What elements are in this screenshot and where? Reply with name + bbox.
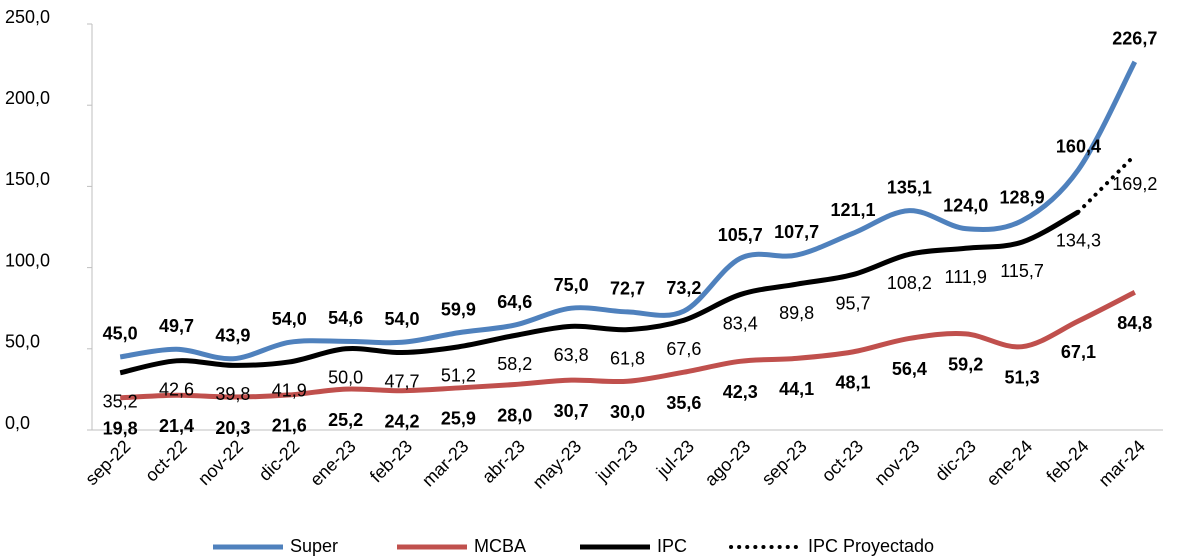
data-label: 67,1 bbox=[1061, 342, 1096, 362]
data-label: 73,2 bbox=[666, 278, 701, 298]
x-tick-label: jul-23 bbox=[652, 436, 698, 482]
legend-label: IPC bbox=[657, 536, 687, 556]
data-label: 134,3 bbox=[1056, 231, 1101, 251]
x-tick-label: mar-23 bbox=[418, 436, 472, 490]
x-tick-label: feb-23 bbox=[366, 436, 416, 486]
data-label: 95,7 bbox=[835, 293, 870, 313]
data-label: 42,3 bbox=[723, 382, 758, 402]
data-label: 24,2 bbox=[385, 411, 420, 431]
data-label: 44,1 bbox=[779, 379, 814, 399]
data-label: 59,9 bbox=[441, 299, 476, 319]
data-label: 19,8 bbox=[103, 419, 138, 439]
data-label: 39,8 bbox=[215, 384, 250, 404]
data-label: 30,0 bbox=[610, 402, 645, 422]
series-line bbox=[1076, 153, 1137, 214]
data-label: 21,4 bbox=[159, 416, 194, 436]
data-label: 108,2 bbox=[887, 273, 932, 293]
data-label: 54,0 bbox=[385, 309, 420, 329]
data-label: 51,3 bbox=[1005, 367, 1040, 387]
data-label: 47,7 bbox=[385, 371, 420, 391]
data-label: 28,0 bbox=[497, 405, 532, 425]
y-tick-label: 100,0 bbox=[5, 250, 50, 270]
x-tick-label: nov-22 bbox=[194, 436, 247, 489]
data-label: 54,0 bbox=[272, 309, 307, 329]
x-tick-label: oct-22 bbox=[141, 436, 191, 486]
x-tick-label: dic-22 bbox=[255, 436, 304, 485]
y-tick-label: 50,0 bbox=[5, 332, 40, 352]
data-label: 21,6 bbox=[272, 416, 307, 436]
x-tick-label: mar-24 bbox=[1095, 436, 1149, 490]
y-tick-label: 200,0 bbox=[5, 88, 50, 108]
data-label: 121,1 bbox=[830, 200, 875, 220]
series-line bbox=[119, 209, 1080, 376]
series-line bbox=[120, 290, 1136, 401]
data-label: 67,6 bbox=[666, 339, 701, 359]
legend-label: IPC Proyectado bbox=[808, 536, 934, 556]
data-label: 25,2 bbox=[328, 410, 363, 430]
data-label: 63,8 bbox=[554, 345, 589, 365]
y-tick-label: 0,0 bbox=[5, 413, 30, 433]
data-label: 45,0 bbox=[103, 324, 138, 344]
x-tick-label: may-23 bbox=[529, 436, 586, 493]
x-tick-label: dic-23 bbox=[931, 436, 980, 485]
data-label: 35,6 bbox=[666, 393, 701, 413]
data-label: 25,9 bbox=[441, 409, 476, 429]
x-tick-label: jun-23 bbox=[591, 436, 641, 486]
legend-label: Super bbox=[290, 536, 338, 556]
data-label: 72,7 bbox=[610, 279, 645, 299]
x-tick-label: feb-24 bbox=[1042, 436, 1092, 486]
x-tick-label: ago-23 bbox=[701, 436, 755, 490]
y-tick-label: 250,0 bbox=[5, 7, 50, 27]
data-label: 89,8 bbox=[779, 303, 814, 323]
data-label: 128,9 bbox=[1000, 187, 1045, 207]
legend-label: MCBA bbox=[474, 536, 526, 556]
data-label: 41,9 bbox=[272, 381, 307, 401]
data-label: 84,8 bbox=[1117, 313, 1152, 333]
data-label: 59,2 bbox=[948, 355, 983, 375]
data-label: 135,1 bbox=[887, 177, 932, 197]
data-label: 64,6 bbox=[497, 292, 532, 312]
data-label: 42,6 bbox=[159, 380, 194, 400]
data-label: 226,7 bbox=[1112, 29, 1157, 49]
data-label: 61,8 bbox=[610, 348, 645, 368]
data-label: 83,4 bbox=[723, 313, 758, 333]
data-label: 35,2 bbox=[103, 392, 138, 412]
data-label: 56,4 bbox=[892, 359, 927, 379]
data-label: 160,4 bbox=[1056, 136, 1101, 156]
data-label: 124,0 bbox=[943, 195, 988, 215]
x-tick-label: ene-24 bbox=[982, 436, 1036, 490]
x-tick-label: oct-23 bbox=[818, 436, 868, 486]
x-tick-label: ene-23 bbox=[306, 436, 360, 490]
data-label: 49,7 bbox=[159, 316, 194, 336]
x-tick-label: abr-23 bbox=[478, 436, 529, 487]
data-label: 43,9 bbox=[215, 325, 250, 345]
data-label: 48,1 bbox=[835, 373, 870, 393]
data-label: 51,2 bbox=[441, 366, 476, 386]
x-tick-label: nov-23 bbox=[870, 436, 923, 489]
data-label: 105,7 bbox=[718, 225, 763, 245]
data-label: 169,2 bbox=[1112, 174, 1157, 194]
data-label: 54,6 bbox=[328, 308, 363, 328]
data-label: 20,3 bbox=[215, 418, 250, 438]
x-tick-label: sep-22 bbox=[81, 436, 134, 489]
data-label: 58,2 bbox=[497, 354, 532, 374]
x-tick-label: sep-23 bbox=[758, 436, 811, 489]
y-tick-label: 150,0 bbox=[5, 169, 50, 189]
data-label: 107,7 bbox=[774, 222, 819, 242]
data-label: 50,0 bbox=[328, 368, 363, 388]
series-line bbox=[119, 60, 1138, 362]
data-label: 111,9 bbox=[945, 267, 987, 287]
data-label: 115,7 bbox=[1000, 261, 1044, 281]
data-label: 75,0 bbox=[554, 275, 589, 295]
data-label: 30,7 bbox=[554, 401, 589, 421]
